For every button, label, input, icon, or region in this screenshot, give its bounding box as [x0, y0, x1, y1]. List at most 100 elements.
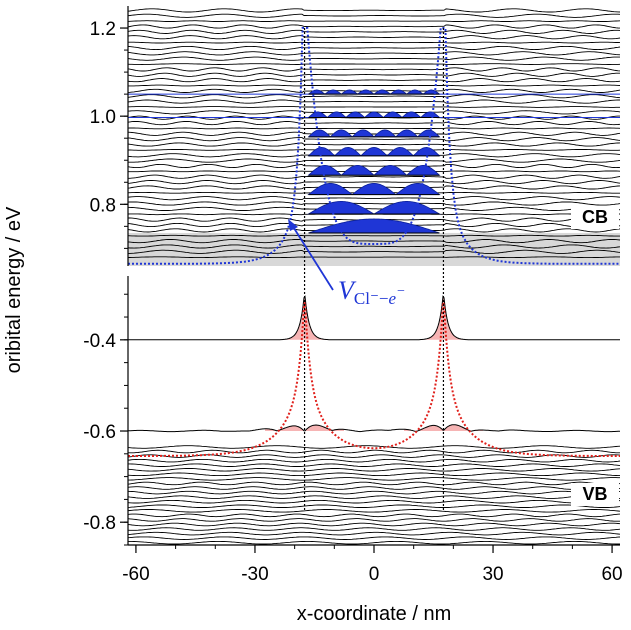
- cb-continuum-wave-36: [127, 63, 621, 65]
- vb-continuum-wave-10: [127, 495, 620, 499]
- cb-continuum-wave-23: [127, 131, 621, 136]
- cb-continuum-wave-28: [128, 106, 620, 108]
- cb-continuum-wave-15: [128, 174, 621, 179]
- vb-continuum-wave-21: [127, 445, 621, 449]
- x-tick-label-1: -30: [241, 564, 268, 585]
- vb-y-tick-label-1: -0.6: [83, 422, 116, 443]
- vb-continuum-wave-7: [127, 509, 621, 513]
- x-tick-label-4: 60: [601, 564, 622, 585]
- vb-continuum-wave-4: [127, 522, 621, 527]
- vb-state-06-fill-0: [265, 425, 344, 431]
- potential-label-sub: Cl⁻−: [354, 289, 389, 308]
- cb-bound-state-2: [307, 182, 441, 196]
- cb-continuum-wave-22: [127, 137, 621, 142]
- cb-continuum-wave-37: [127, 56, 620, 61]
- cb-continuum-wave-0: [128, 256, 620, 259]
- cb-bound-state-6: [307, 111, 441, 118]
- vb-continuum-wave-18: [127, 458, 621, 463]
- vb-continuum-wave-2: [127, 531, 621, 536]
- vb-continuum-wave-11: [127, 490, 621, 495]
- cb-continuum-wave-21: [127, 142, 621, 147]
- vb-continuum-wave-6: [127, 513, 621, 518]
- potential-curves: [128, 27, 620, 510]
- vb-state-04-fill-1: [420, 296, 467, 340]
- cb-y-tick-label-0: 0.8: [90, 195, 116, 216]
- cb-continuum-wave-1: [128, 249, 621, 254]
- cb-continuum-band: [128, 232, 620, 266]
- axes: 0.8 1.0 1.2 -0.4 -0.6 -0.8 -60 -30 0 30 60: [83, 6, 623, 585]
- vb-y-tick-label-0: -0.4: [83, 331, 116, 352]
- x-tick-label-3: 30: [482, 564, 503, 585]
- annotation-arrow-line: [291, 224, 334, 291]
- cb-continuum-wave-34: [127, 72, 620, 77]
- cb-continuum-wave-11: [127, 196, 621, 201]
- cb-continuum-wave-35: [127, 67, 621, 72]
- vb-label: VB: [582, 484, 607, 504]
- cb-continuum-wave-24: [127, 127, 621, 130]
- cb-continuum-wave-46: [127, 8, 621, 13]
- cb-continuum-wave-18: [128, 158, 621, 163]
- vb-continuum-wave-14: [128, 477, 620, 481]
- vb-continuum-wave-16: [127, 468, 621, 472]
- cb-continuum-wave-25: [127, 121, 621, 126]
- vb-continuum-wave-9: [127, 499, 621, 504]
- cb-continuum-wave-17: [127, 163, 621, 169]
- cb-continuum-wave-31: [127, 88, 621, 93]
- y-axis-title: oribital energy / eV: [3, 206, 25, 373]
- vb-continuum-wave-13: [127, 481, 621, 486]
- cb-label: CB: [582, 207, 608, 227]
- cb-continuum-wave-39: [127, 45, 621, 51]
- vb-wavefunctions: [127, 295, 621, 545]
- cb-potential-curve: [128, 27, 620, 265]
- band-label-bg-0: [571, 206, 619, 229]
- x-tick-label-0: -60: [122, 564, 149, 585]
- cb-bound-state-0: [308, 218, 440, 234]
- cb-continuum-wave-2: [127, 244, 621, 249]
- cb-continuum-wave-44: [127, 20, 621, 22]
- cb-continuum-wave-38: [127, 51, 621, 56]
- vb-continuum-wave-3: [127, 527, 621, 531]
- potential-label-sub-italic: e: [389, 289, 397, 308]
- vb-continuum-wave-20: [127, 449, 620, 454]
- vb-state-06-fill-1: [404, 424, 483, 432]
- cb-continuum-wave-40: [128, 41, 621, 44]
- cb-wavefunctions: [127, 8, 621, 259]
- cb-continuum-wave-16: [128, 170, 621, 173]
- potential-annotation: VCl⁻−e−: [288, 219, 406, 308]
- cb-continuum-wave-45: [127, 13, 621, 18]
- cb-y-tick-label-1: 1.0: [90, 107, 116, 128]
- cb-continuum-wave-14: [127, 180, 621, 185]
- potential-label-base: V: [338, 276, 357, 305]
- vb-y-tick-label-2: -0.8: [83, 513, 116, 534]
- cb-continuum-wave-30: [127, 94, 621, 99]
- band-label-bg-1: [571, 483, 619, 506]
- vb-continuum-wave-0: [128, 540, 620, 545]
- vb-state-04-line: [128, 295, 620, 341]
- cb-continuum-wave-4: [127, 234, 620, 237]
- x-tick-label-2: 0: [369, 564, 380, 585]
- cb-continuum-wave-41: [127, 35, 621, 40]
- cb-continuum-wave-10: [127, 201, 621, 206]
- cb-y-tick-label-2: 1.2: [90, 19, 116, 40]
- vb-continuum-wave-17: [128, 463, 621, 467]
- cb-bound-state-4: [307, 146, 441, 157]
- vb-continuum-wave-19: [127, 454, 621, 458]
- cb-continuum-wave-43: [127, 24, 621, 29]
- vb-state-04-fill-0: [281, 296, 328, 340]
- vb-continuum-wave-12: [127, 486, 621, 490]
- cb-continuum-wave-29: [127, 99, 620, 104]
- cb-continuum-wave-9: [127, 206, 621, 211]
- x-axis-title: x-coordinate / nm: [297, 603, 452, 625]
- cb-continuum-wave-42: [127, 29, 621, 34]
- vb-continuum-wave-1: [127, 536, 621, 540]
- annotation-arrow-head: [288, 219, 298, 231]
- cb-continuum-wave-32: [128, 84, 621, 87]
- vb-continuum-wave-15: [127, 472, 620, 477]
- potential-label: VCl⁻−e−: [338, 276, 406, 308]
- cb-continuum-fill: [128, 232, 620, 266]
- cb-bound-state-3: [307, 164, 441, 176]
- vb-continuum-wave-5: [127, 518, 620, 522]
- cb-continuum-wave-3: [127, 239, 621, 244]
- vb-state-06-line: [128, 424, 621, 433]
